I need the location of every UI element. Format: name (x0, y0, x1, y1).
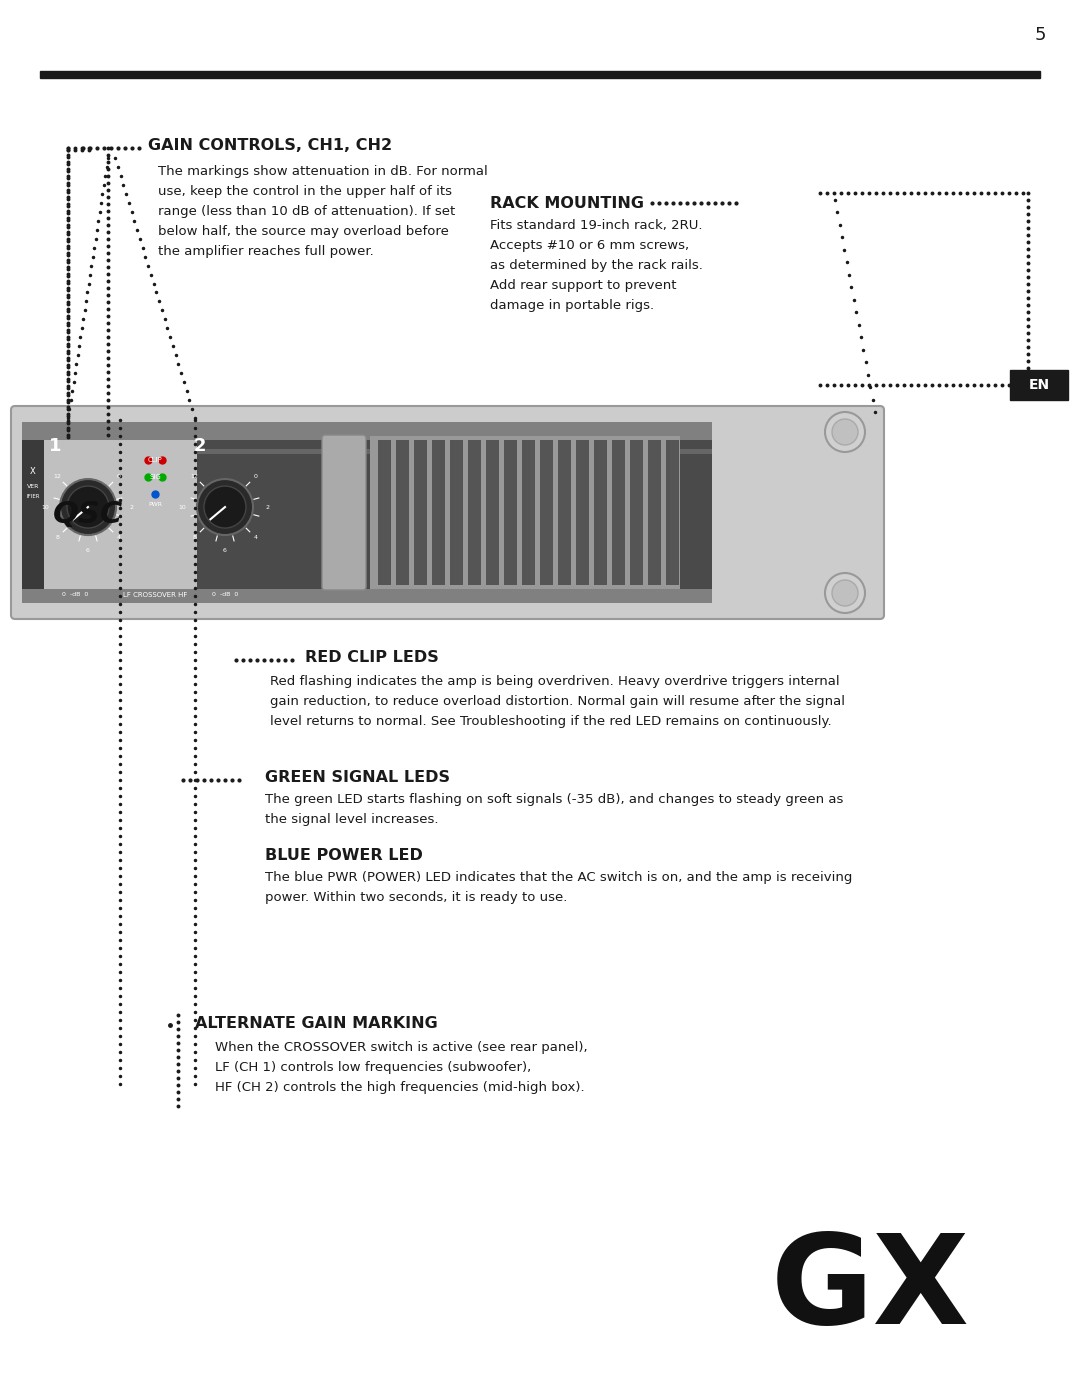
Text: PWR: PWR (148, 502, 162, 507)
Circle shape (825, 412, 865, 453)
Text: SIG: SIG (149, 474, 161, 481)
Text: 8: 8 (192, 535, 197, 541)
Circle shape (67, 486, 109, 528)
Bar (666, 440, 679, 585)
Text: Red flashing indicates the amp is being overdriven. Heavy overdrive triggers int: Red flashing indicates the amp is being … (270, 676, 839, 689)
Text: 2: 2 (266, 504, 270, 510)
Circle shape (197, 479, 253, 535)
Bar (486, 440, 499, 585)
FancyBboxPatch shape (322, 434, 366, 590)
Bar (22, 440, 44, 590)
Text: range (less than 10 dB of attenuation). If set: range (less than 10 dB of attenuation). … (158, 205, 456, 218)
Bar (22, 440, 197, 590)
Text: use, keep the control in the upper half of its: use, keep the control in the upper half … (158, 186, 453, 198)
Text: 0: 0 (254, 474, 257, 479)
Circle shape (204, 486, 246, 528)
Text: BLUE POWER LED: BLUE POWER LED (265, 848, 423, 862)
Bar (558, 440, 571, 585)
Circle shape (825, 573, 865, 613)
Bar (522, 440, 535, 585)
Text: 12: 12 (54, 474, 62, 479)
Text: 6: 6 (224, 548, 227, 553)
Text: power. Within two seconds, it is ready to use.: power. Within two seconds, it is ready t… (265, 891, 567, 904)
Bar (22, 448, 712, 454)
Text: 0  -dB  0: 0 -dB 0 (212, 592, 238, 598)
Text: VER: VER (27, 483, 39, 489)
Text: Add rear support to prevent: Add rear support to prevent (490, 278, 676, 292)
Bar (22, 422, 712, 440)
Text: The markings show attenuation in dB. For normal: The markings show attenuation in dB. For… (158, 165, 488, 179)
Text: 0  -dB  0: 0 -dB 0 (62, 592, 89, 598)
Bar (22, 422, 712, 604)
Text: X: X (30, 468, 36, 476)
Bar (1010, 370, 1068, 400)
Text: LF CROSSOVER HF: LF CROSSOVER HF (123, 592, 187, 598)
Text: LF (CH 1) controls low frequencies (subwoofer),: LF (CH 1) controls low frequencies (subw… (215, 1060, 531, 1073)
Bar (594, 440, 607, 585)
Text: GAIN CONTROLS, CH1, CH2: GAIN CONTROLS, CH1, CH2 (148, 138, 392, 154)
Text: 6: 6 (86, 548, 90, 553)
Text: damage in portable rigs.: damage in portable rigs. (490, 299, 654, 312)
Bar (540, 440, 553, 585)
Text: The blue PWR (POWER) LED indicates that the AC switch is on, and the amp is rece: The blue PWR (POWER) LED indicates that … (265, 872, 852, 884)
Text: the signal level increases.: the signal level increases. (265, 813, 438, 827)
Bar (648, 440, 661, 585)
Bar (22, 590, 712, 604)
Bar (370, 436, 680, 590)
Text: CLIP: CLIP (148, 457, 162, 462)
Bar (612, 440, 625, 585)
Bar (504, 440, 517, 585)
Text: HF (CH 2) controls the high frequencies (mid-high box).: HF (CH 2) controls the high frequencies … (215, 1080, 584, 1094)
Circle shape (832, 419, 858, 446)
Bar (396, 440, 409, 585)
Text: 12: 12 (191, 474, 199, 479)
Bar (450, 440, 463, 585)
Text: The green LED starts flashing on soft signals (-35 dB), and changes to steady gr: The green LED starts flashing on soft si… (265, 793, 843, 806)
Text: 2: 2 (129, 504, 133, 510)
Bar (432, 440, 445, 585)
Text: 0: 0 (117, 474, 120, 479)
Text: GX: GX (770, 1229, 970, 1351)
Bar (40, 71, 1040, 78)
Text: the amplifier reaches full power.: the amplifier reaches full power. (158, 246, 374, 258)
Circle shape (832, 580, 858, 606)
Text: RED CLIP LEDS: RED CLIP LEDS (305, 650, 438, 665)
Text: IFIER: IFIER (26, 495, 40, 500)
Bar (378, 440, 391, 585)
Text: 4: 4 (117, 535, 120, 541)
Text: 10: 10 (41, 504, 49, 510)
Bar (576, 440, 589, 585)
Text: When the CROSSOVER switch is active (see rear panel),: When the CROSSOVER switch is active (see… (215, 1041, 588, 1053)
Text: as determined by the rack rails.: as determined by the rack rails. (490, 258, 703, 271)
Text: ALTERNATE GAIN MARKING: ALTERNATE GAIN MARKING (195, 1016, 437, 1031)
Text: below half, the source may overload before: below half, the source may overload befo… (158, 225, 449, 239)
Text: QSC: QSC (53, 500, 123, 529)
Text: 5: 5 (1035, 27, 1045, 43)
FancyBboxPatch shape (11, 407, 885, 619)
Circle shape (60, 479, 116, 535)
Text: EN: EN (1028, 379, 1050, 393)
Text: level returns to normal. See Troubleshooting if the red LED remains on continuou: level returns to normal. See Troubleshoo… (270, 715, 832, 728)
Text: Fits standard 19-inch rack, 2RU.: Fits standard 19-inch rack, 2RU. (490, 218, 702, 232)
Bar (630, 440, 643, 585)
Text: gain reduction, to reduce overload distortion. Normal gain will resume after the: gain reduction, to reduce overload disto… (270, 696, 845, 708)
Text: Accepts #10 or 6 mm screws,: Accepts #10 or 6 mm screws, (490, 239, 689, 251)
Text: 1: 1 (49, 437, 62, 455)
Bar (414, 440, 427, 585)
Text: 8: 8 (56, 535, 59, 541)
Text: GREEN SIGNAL LEDS: GREEN SIGNAL LEDS (265, 771, 450, 785)
Text: 2: 2 (193, 437, 206, 455)
Text: 10: 10 (178, 504, 186, 510)
Text: RACK MOUNTING: RACK MOUNTING (490, 196, 644, 211)
Text: 4: 4 (254, 535, 257, 541)
Bar (468, 440, 481, 585)
